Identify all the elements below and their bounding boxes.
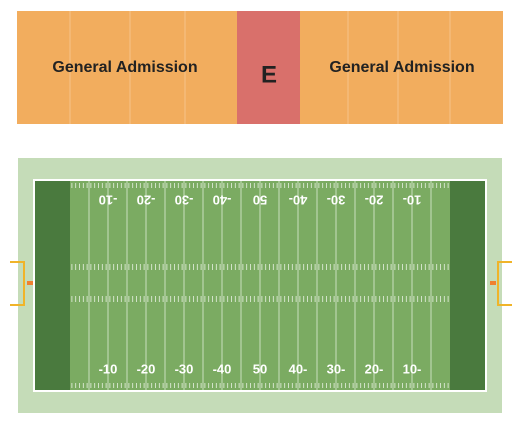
yard-number: -40 (213, 193, 232, 208)
yard-number: 50 (253, 193, 267, 208)
yard-number: 50 (253, 361, 267, 376)
yard-number: 20- (365, 361, 384, 376)
yard-number: -10 (99, 193, 118, 208)
yard-number: -30 (175, 361, 194, 376)
yard-numbers: -10 -10 -20 -20 -30 -30 -40 -40 50 50 40- 40- 30- 30-… (99, 193, 422, 377)
yard-number: -20 (137, 361, 156, 376)
yard-number: 40- (289, 193, 308, 208)
yard-number: 10- (403, 361, 422, 376)
yard-lines (71, 181, 449, 390)
goalpost-base (27, 281, 33, 285)
section-label: General Admission (52, 59, 197, 76)
yard-number: -30 (175, 193, 194, 208)
seating-sections: General Admission E General Admission (17, 11, 503, 124)
goalpost-base (490, 281, 496, 285)
yard-number: -20 (137, 193, 156, 208)
yard-number: 30- (327, 193, 346, 208)
yard-number: -40 (213, 361, 232, 376)
endzone (450, 181, 485, 390)
row-dividers (69, 11, 451, 124)
section-label: General Admission (329, 59, 474, 76)
yard-number: 10- (403, 193, 422, 208)
section-e[interactable] (237, 11, 300, 124)
endzone (35, 181, 70, 390)
yard-number: 40- (289, 361, 308, 376)
section-label: E (261, 61, 277, 88)
yard-number: 30- (327, 361, 346, 376)
yard-number: -10 (99, 361, 118, 376)
goalposts (10, 261, 512, 306)
section-general-admission-right[interactable] (300, 11, 503, 124)
yard-number: 20- (365, 193, 384, 208)
section-general-admission-left[interactable] (17, 11, 237, 124)
